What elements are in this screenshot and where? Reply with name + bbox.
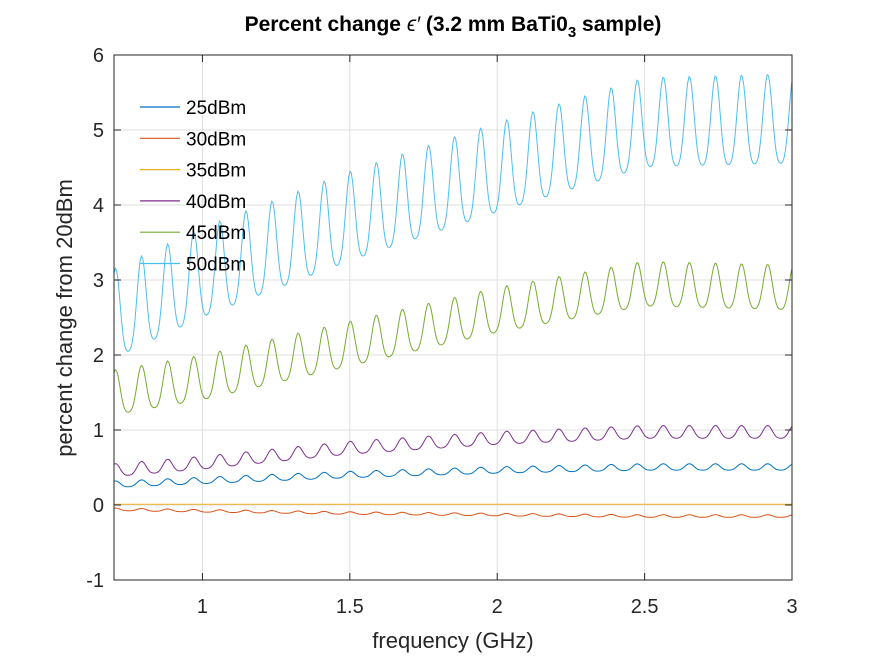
title-subscript: 3	[568, 24, 576, 41]
x-tick-label: 3	[786, 596, 797, 618]
series-line-45dBm	[113, 261, 793, 413]
x-tick-label: 1	[197, 596, 208, 618]
y-tick-label: -1	[86, 570, 104, 592]
x-tick-label: 2	[492, 596, 503, 618]
title-epsilon-symbol: ϵ′	[407, 13, 421, 36]
y-tick-label: 1	[93, 420, 104, 442]
title-prefix: Percent change	[245, 13, 407, 36]
series-lines	[113, 73, 793, 518]
legend: 25dBm 30dBm 35dBm 40dBm 45dBm 50dBm	[140, 98, 246, 276]
y-tick-label: 4	[93, 195, 104, 217]
title-middle: (3.2 mm BaTi0	[420, 13, 568, 36]
series-line-40dBm	[113, 425, 793, 476]
y-tick-label: 6	[93, 45, 104, 67]
legend-label: 25dBm	[186, 98, 246, 119]
y-tick-label: 2	[93, 345, 104, 367]
legend-label: 35dBm	[186, 161, 246, 182]
chart-title: Percent change ϵ′ (3.2 mm BaTi03 sample)	[245, 13, 662, 41]
x-tick-label: 1.5	[336, 596, 364, 618]
y-tick-label: 3	[93, 270, 104, 292]
series-line-25dBm	[113, 463, 793, 488]
y-axis-label: percent change from 20dBm	[52, 179, 77, 457]
title-suffix: sample)	[576, 13, 661, 36]
x-tick-label: 2.5	[631, 596, 659, 618]
legend-label: 50dBm	[186, 255, 246, 276]
y-tick-label: 0	[93, 495, 104, 517]
x-axis-label: frequency (GHz)	[372, 628, 533, 653]
legend-label: 40dBm	[186, 192, 246, 213]
plot-frame	[113, 54, 793, 581]
ticks: 1 1.5 2 2.5 3 -1 0 1 2 3 4 5 6	[86, 45, 797, 618]
series-line-50dBm	[113, 73, 793, 352]
y-tick-label: 5	[93, 120, 104, 142]
legend-label: 30dBm	[186, 129, 246, 150]
legend-label: 45dBm	[186, 223, 246, 244]
series-line-30dBm	[113, 507, 793, 518]
